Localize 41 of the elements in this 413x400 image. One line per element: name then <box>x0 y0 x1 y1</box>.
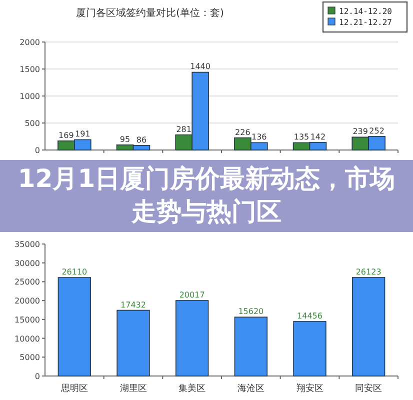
y-tick-label: 500 <box>24 119 40 128</box>
x-tick-label: 思明区 <box>60 383 88 394</box>
x-tick-label: 海沧区 <box>237 383 264 394</box>
y-tick-label: 5000 <box>20 353 40 362</box>
data-label: 20017 <box>179 290 205 300</box>
y-tick-label: 30000 <box>14 258 40 268</box>
y-tick-label: 2000 <box>20 38 40 47</box>
y-tick-label: 1500 <box>20 65 40 74</box>
y-tick-label: 10000 <box>14 334 40 344</box>
y-tick-label: 35000 <box>14 240 40 249</box>
legend-label: 12.21-12.27 <box>339 18 392 27</box>
x-tick-label: 集美区 <box>178 383 206 394</box>
legend-label: 12.14-12.20 <box>339 7 392 16</box>
y-tick-label: 20000 <box>14 296 40 306</box>
data-label: 191 <box>75 130 90 139</box>
data-label: 136 <box>252 132 267 142</box>
data-label: 169 <box>58 130 74 140</box>
data-label: 1440 <box>190 62 210 72</box>
y-tick-label: 15000 <box>14 315 40 324</box>
data-label: 239 <box>352 127 368 136</box>
data-label: 226 <box>235 128 250 137</box>
data-label: 95 <box>120 134 130 144</box>
data-label: 281 <box>176 124 192 134</box>
data-label: 26110 <box>62 268 88 277</box>
y-tick-label: 0 <box>34 146 40 155</box>
y-tick-label: 25000 <box>14 278 40 287</box>
y-tick-label: 1000 <box>20 92 40 101</box>
x-tick-label: 翔安区 <box>296 383 324 394</box>
x-tick-label: 湖里区 <box>120 383 147 394</box>
data-label: 14456 <box>297 311 322 320</box>
y-tick-label: 0 <box>34 372 40 381</box>
data-label: 15620 <box>238 307 264 316</box>
data-label: 252 <box>369 126 384 136</box>
data-label: 26123 <box>356 267 382 276</box>
data-label: 86 <box>136 135 147 144</box>
data-label: 17432 <box>120 300 146 310</box>
chart-title: 厦门各区域签约量对比(单位：套) <box>76 7 224 19</box>
data-label: 142 <box>310 132 326 142</box>
x-tick-label: 同安区 <box>355 383 382 394</box>
data-label: 135 <box>294 132 310 142</box>
text: 12月1日厦门房价最新动态，市场走势与热门区 <box>16 163 396 228</box>
